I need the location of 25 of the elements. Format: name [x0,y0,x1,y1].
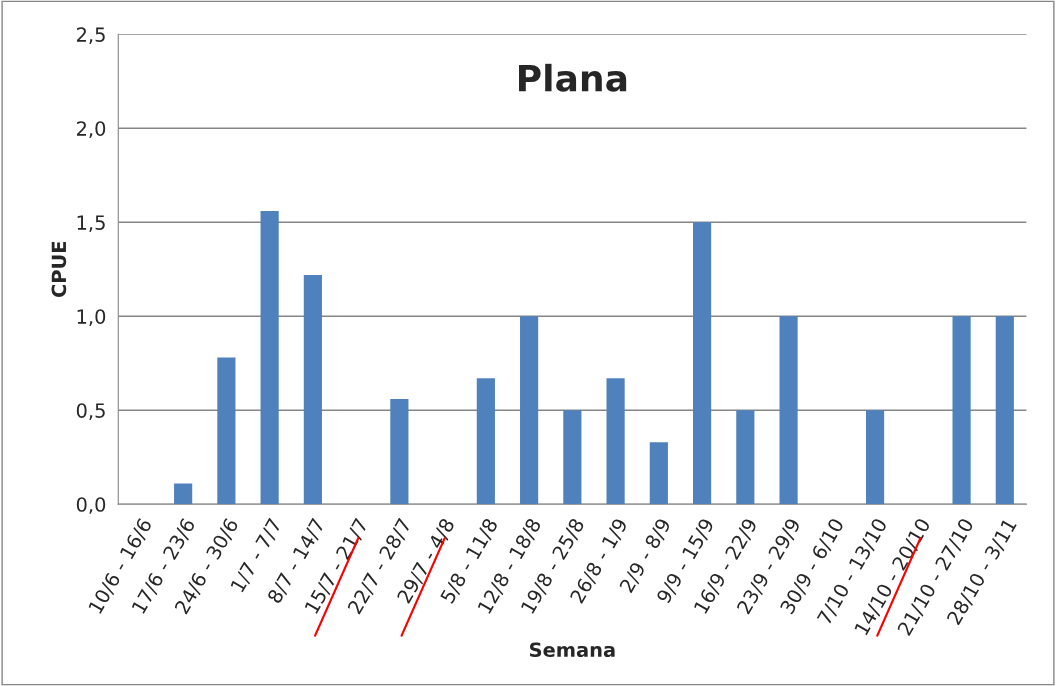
y-tick-label: 0,5 [76,403,105,420]
bar [649,442,668,505]
y-tick-label: 0,0 [76,497,106,514]
y-tick-label: 1,5 [77,215,105,232]
bar [476,378,495,505]
y-axis-title: CPUE [51,241,67,298]
x-axis-title: Semana [529,642,615,658]
text: Plana [519,63,627,92]
bar [606,378,625,505]
bar [174,483,193,505]
bar [217,357,236,505]
y-tick-label: 2,0 [76,121,106,138]
bar [303,274,322,505]
bar [563,410,582,505]
y-tick-label: 2,5 [76,27,105,44]
bar [865,410,885,505]
bar [260,210,279,505]
bar [390,398,409,505]
bar [520,316,539,505]
bar [995,316,1014,505]
bar [736,410,755,505]
bar [779,316,798,505]
y-tick-label: 1,0 [77,309,106,326]
bar [952,316,971,505]
bar [693,222,712,505]
